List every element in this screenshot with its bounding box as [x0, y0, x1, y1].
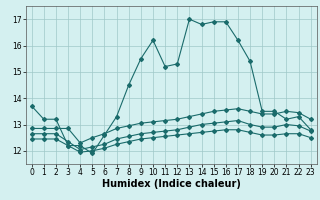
X-axis label: Humidex (Indice chaleur): Humidex (Indice chaleur): [102, 179, 241, 189]
